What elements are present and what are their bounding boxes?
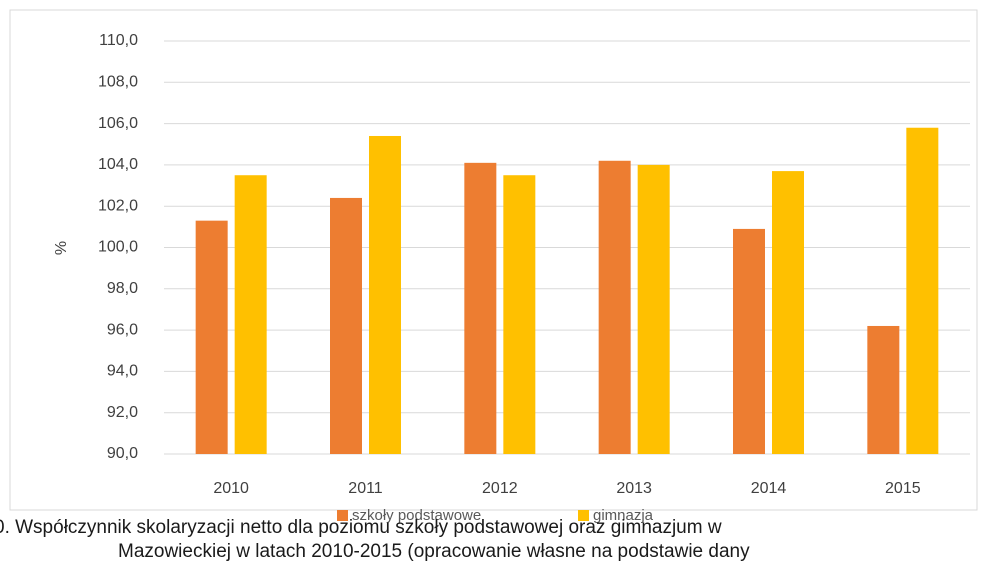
bar	[195, 220, 228, 454]
y-axis-label: %	[53, 241, 70, 255]
y-tick-label: 90,0	[107, 445, 138, 462]
x-tick-label: 2011	[348, 480, 383, 497]
legend-swatch	[578, 510, 589, 521]
y-tick-label: 102,0	[98, 197, 138, 214]
y-tick-label: 96,0	[107, 321, 138, 338]
x-tick-label: 2010	[213, 480, 249, 497]
y-tick-label: 94,0	[107, 363, 138, 380]
y-tick-label: 98,0	[107, 280, 138, 297]
bar	[733, 228, 765, 454]
bar	[503, 175, 536, 454]
legend-label: szkoły podstawowe	[352, 507, 481, 524]
y-tick-label: 110,0	[99, 32, 138, 49]
y-tick-label: 106,0	[98, 115, 138, 132]
y-tick-label: 108,0	[98, 74, 138, 91]
bar	[867, 325, 900, 454]
x-tick-label: 2015	[885, 480, 921, 497]
bar	[772, 171, 804, 454]
legend-swatch	[337, 510, 348, 521]
bar	[464, 162, 497, 454]
caption-line: Mazowieckiej w latach 2010-2015 (opracow…	[118, 541, 750, 562]
x-tick-label: 2012	[482, 480, 518, 497]
y-tick-label: 92,0	[107, 404, 138, 421]
bar	[234, 175, 267, 454]
caption-line: 0. Współczynnik skolaryzacji netto dla p…	[0, 517, 722, 538]
y-tick-label: 104,0	[98, 156, 138, 173]
y-tick-label: 100,0	[98, 239, 138, 256]
bar	[598, 160, 631, 454]
bar	[637, 164, 670, 454]
bar	[906, 127, 939, 454]
bar	[330, 197, 362, 454]
x-tick-label: 2014	[751, 480, 787, 497]
legend-label: gimnazja	[593, 507, 654, 524]
bar	[369, 135, 401, 455]
x-tick-label: 2013	[616, 480, 652, 497]
